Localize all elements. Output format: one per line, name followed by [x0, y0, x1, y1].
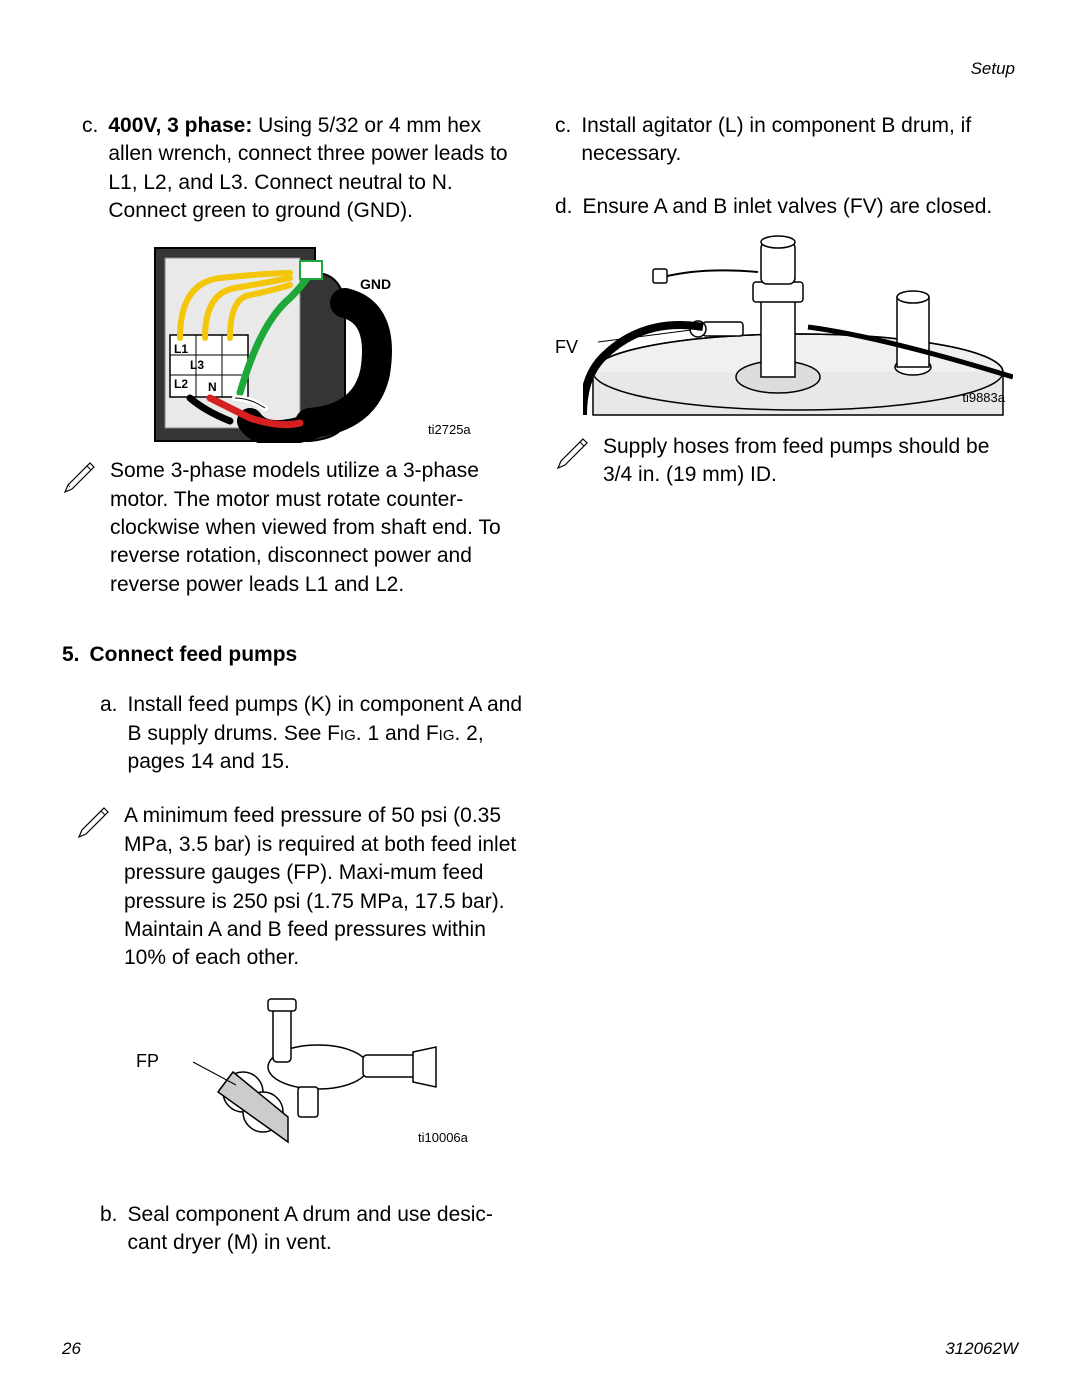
item-c-left: c. 400V, 3 phase: Using 5/32 or 4 mm hex…	[62, 112, 525, 225]
page-footer: 26 312062W	[62, 1338, 1018, 1361]
content-area: c. 400V, 3 phase: Using 5/32 or 4 mm hex…	[62, 112, 1018, 1257]
left-column: c. 400V, 3 phase: Using 5/32 or 4 mm hex…	[62, 112, 525, 1257]
svg-text:L2: L2	[174, 377, 188, 391]
sub-a: a. Install feed pumps (K) in component A…	[62, 691, 525, 776]
item-d-text: Ensure A and B inlet valves (FV) are clo…	[583, 193, 993, 221]
figure-wiring: L1 L3 L2 N GND ti2725a	[150, 243, 490, 443]
item-c-right: c. Install agitator (L) in component B d…	[555, 112, 1018, 169]
right-column: c. Install agitator (L) in component B d…	[555, 112, 1018, 1257]
note-2: A minimum feed pressure of 50 psi (0.35 …	[62, 802, 525, 972]
wiring-caption: ti2725a	[428, 421, 471, 439]
figure-fp: FP ti10006a	[118, 997, 488, 1167]
step-5-num: 5.	[62, 641, 80, 669]
step-5: 5. Connect feed pumps	[62, 641, 525, 669]
fv-label: FV	[555, 335, 578, 359]
fp-svg	[158, 997, 438, 1147]
pencil-icon	[555, 437, 589, 471]
item-d-right: d. Ensure A and B inlet valves (FV) are …	[555, 193, 1018, 221]
item-c-r-letter: c.	[555, 112, 571, 169]
item-c-letter: c.	[82, 112, 98, 225]
pencil-icon	[62, 461, 96, 495]
sub-b-letter: b.	[100, 1201, 118, 1258]
step-5-title: Connect feed pumps	[90, 641, 298, 669]
figure-drum: FV ti9883a	[555, 227, 1015, 427]
note-3-text: Supply hoses from feed pumps should be 3…	[603, 433, 1018, 490]
note-1-text: Some 3-phase models utilize a 3-phase mo…	[110, 457, 525, 599]
sub-a-fig1: Fig	[327, 722, 356, 745]
sub-a-mid: . 1 and	[356, 722, 426, 745]
sub-a-text: Install feed pumps (K) in component A an…	[128, 691, 525, 776]
drum-svg	[583, 227, 1013, 417]
section-header: Setup	[971, 58, 1015, 81]
svg-text:N: N	[208, 380, 217, 394]
sub-a-fig2: Fig	[426, 722, 455, 745]
svg-text:L3: L3	[190, 358, 204, 372]
item-c-bold: 400V, 3 phase:	[108, 114, 252, 137]
note-2-text: A minimum feed pressure of 50 psi (0.35 …	[124, 802, 525, 972]
sub-b-text: Seal component A drum and use desic-cant…	[128, 1201, 525, 1258]
fp-label: FP	[136, 1049, 159, 1073]
svg-text:L1: L1	[174, 342, 188, 356]
page-number: 26	[62, 1338, 81, 1361]
item-c-r-text: Install agitator (L) in component B drum…	[581, 112, 1018, 169]
fp-caption: ti10006a	[418, 1129, 468, 1147]
doc-number: 312062W	[945, 1338, 1018, 1361]
sub-a-letter: a.	[100, 691, 118, 776]
wiring-svg: L1 L3 L2 N	[150, 243, 400, 443]
gnd-label: GND	[360, 275, 391, 294]
sub-b: b. Seal component A drum and use desic-c…	[62, 1201, 525, 1258]
pencil-icon	[76, 806, 110, 840]
note-1: Some 3-phase models utilize a 3-phase mo…	[62, 457, 525, 599]
item-c-text: 400V, 3 phase: Using 5/32 or 4 mm hex al…	[108, 112, 525, 225]
drum-caption: ti9883a	[962, 389, 1005, 407]
item-d-letter: d.	[555, 193, 573, 221]
note-3: Supply hoses from feed pumps should be 3…	[555, 433, 1018, 490]
